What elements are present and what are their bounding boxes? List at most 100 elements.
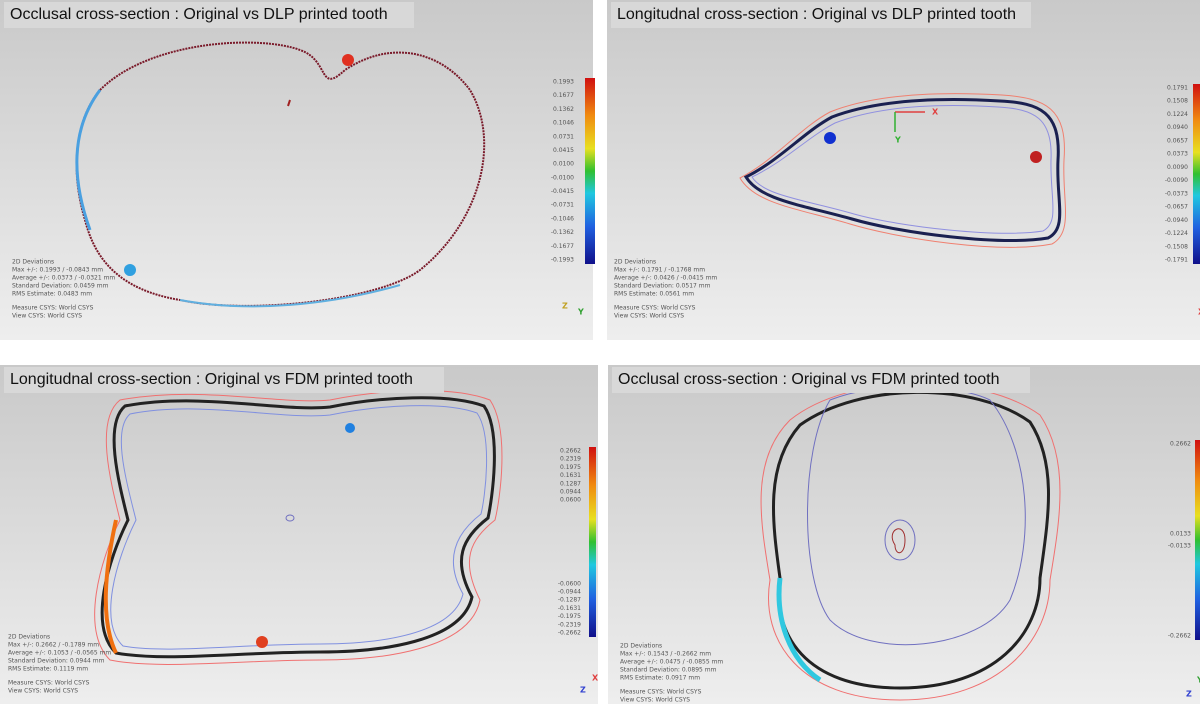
scale-label: 0.1362: [553, 106, 574, 113]
color-scale: [1195, 440, 1200, 640]
deviation-stat: Max +/-: 0.1993 / -0.0843 mm: [12, 267, 103, 274]
scale-label: -0.1993: [551, 257, 574, 264]
csys-info: Measure CSYS: World CSYS: [620, 689, 702, 696]
deviation-stat: Average +/-: 0.0426 / -0.0415 mm: [614, 275, 717, 282]
deviation-stat: Max +/-: 0.1791 / -0.1768 mm: [614, 267, 705, 274]
scale-label: 0.0600: [560, 497, 581, 504]
axis-label: X: [932, 108, 939, 117]
deviation-stat: Max +/-: 0.1543 / -0.2662 mm: [620, 651, 711, 658]
scale-label: 0.1677: [553, 92, 574, 99]
axis-label: Y: [1196, 676, 1200, 685]
scale-label: -0.1677: [551, 243, 574, 250]
scale-label: -0.2662: [1168, 633, 1191, 640]
scale-label: -0.0133: [1168, 542, 1191, 549]
scale-label: 0.0100: [553, 161, 574, 168]
deviation-stat: RMS Estimate: 0.0561 mm: [614, 291, 694, 298]
deviation-stat: Standard Deviation: 0.0895 mm: [620, 667, 717, 674]
deviation-stat: Standard Deviation: 0.0517 mm: [614, 283, 711, 290]
scale-label: -0.1791: [1165, 257, 1188, 264]
deviation-stat: 2D Deviations: [12, 259, 54, 266]
scale-label: 0.1046: [553, 120, 574, 127]
scale-label: -0.0100: [551, 174, 574, 181]
scale-label: 0.1508: [1167, 98, 1188, 105]
scale-label: -0.0944: [558, 589, 581, 596]
color-scale: [589, 447, 596, 637]
scale-label: -0.0940: [1165, 217, 1188, 224]
scale-label: -0.0657: [1165, 204, 1188, 211]
csys-info: Measure CSYS: World CSYS: [12, 305, 94, 312]
scale-label: 0.0415: [553, 147, 574, 154]
scale-label: 0.1993: [553, 79, 574, 86]
deviation-stat: 2D Deviations: [620, 643, 662, 650]
axis-label: Z: [562, 302, 568, 311]
deviation-stat: RMS Estimate: 0.0483 mm: [12, 291, 92, 298]
scale-label: 0.1287: [560, 480, 581, 487]
title-background: [611, 2, 1031, 28]
scale-label: -0.0731: [551, 202, 574, 209]
scale-label: 0.1631: [560, 472, 581, 479]
scale-label: -0.1508: [1165, 243, 1188, 250]
scale-label: 0.2662: [1170, 441, 1191, 448]
title-background: [4, 2, 414, 28]
cross-section: [739, 93, 1066, 248]
title-background: [612, 367, 1030, 393]
scale-label: -0.2319: [558, 621, 581, 628]
scale-label: -0.1362: [551, 229, 574, 236]
scale-label: -0.1287: [558, 597, 581, 604]
scale-label: -0.0600: [558, 580, 581, 587]
deviation-stat: Average +/-: 0.1053 / -0.0565 mm: [8, 650, 111, 657]
cross-section: [760, 382, 1061, 701]
scale-label: -0.1631: [558, 605, 581, 612]
axis-label: X: [592, 674, 599, 683]
scale-label: 0.0657: [1167, 137, 1188, 144]
scale-label: 0.0940: [1167, 124, 1188, 131]
scale-label: -0.2662: [558, 630, 581, 637]
scale-label: 0.0373: [1167, 151, 1188, 158]
panel-title: Longitudnal cross-section : Original vs …: [617, 6, 1016, 23]
scale-label: -0.1975: [558, 613, 581, 620]
scale-label: 0.2662: [560, 448, 581, 455]
panel: [0, 0, 593, 340]
deviation-stat: Average +/-: 0.0373 / -0.0321 mm: [12, 275, 115, 282]
deviation-stat: RMS Estimate: 0.0917 mm: [620, 675, 700, 682]
csys-info: Measure CSYS: World CSYS: [8, 680, 90, 687]
axis-label: Y: [577, 308, 584, 317]
panel-title: Occlusal cross-section : Original vs FDM…: [618, 371, 999, 388]
scale-label: 0.2319: [560, 456, 581, 463]
scale-label: -0.0090: [1165, 177, 1188, 184]
deviation-stat: Standard Deviation: 0.0944 mm: [8, 658, 105, 665]
scale-label: 0.0944: [560, 488, 581, 495]
deviation-stat: 2D Deviations: [8, 634, 50, 641]
csys-info: Measure CSYS: World CSYS: [614, 305, 696, 312]
deviation-stat: Max +/-: 0.2662 / -0.1789 mm: [8, 642, 99, 649]
cross-section: [94, 390, 503, 665]
deviation-stat: 2D Deviations: [614, 259, 656, 266]
csys-info: View CSYS: World CSYS: [620, 697, 690, 704]
csys-info: View CSYS: World CSYS: [8, 688, 78, 695]
scale-label: 0.0133: [1170, 531, 1191, 538]
panel-title: Occlusal cross-section : Original vs DLP…: [10, 6, 388, 23]
scale-label: 0.1791: [1167, 85, 1188, 92]
color-scale: [1193, 84, 1200, 264]
axis-label: Z: [580, 686, 586, 695]
axis-label: Z: [1186, 690, 1192, 699]
title-background: [4, 367, 444, 393]
panel-title: Longitudnal cross-section : Original vs …: [10, 371, 413, 388]
csys-info: View CSYS: World CSYS: [614, 313, 684, 320]
scale-label: 0.1224: [1167, 111, 1188, 118]
cross-section: [75, 41, 486, 308]
scale-label: -0.1046: [551, 215, 574, 222]
scale-label: -0.0415: [551, 188, 574, 195]
color-scale: [585, 78, 595, 264]
scale-label: -0.1224: [1165, 230, 1188, 237]
axis-label: Y: [894, 136, 901, 145]
csys-info: View CSYS: World CSYS: [12, 313, 82, 320]
scale-label: 0.1975: [560, 464, 581, 471]
scale-label: 0.0090: [1167, 164, 1188, 171]
axis-label: X: [1198, 308, 1200, 317]
scale-label: 0.0731: [553, 133, 574, 140]
panel: [607, 0, 1200, 340]
deviation-stat: Average +/-: 0.0475 / -0.0855 mm: [620, 659, 723, 666]
deviation-stat: RMS Estimate: 0.1119 mm: [8, 666, 88, 673]
